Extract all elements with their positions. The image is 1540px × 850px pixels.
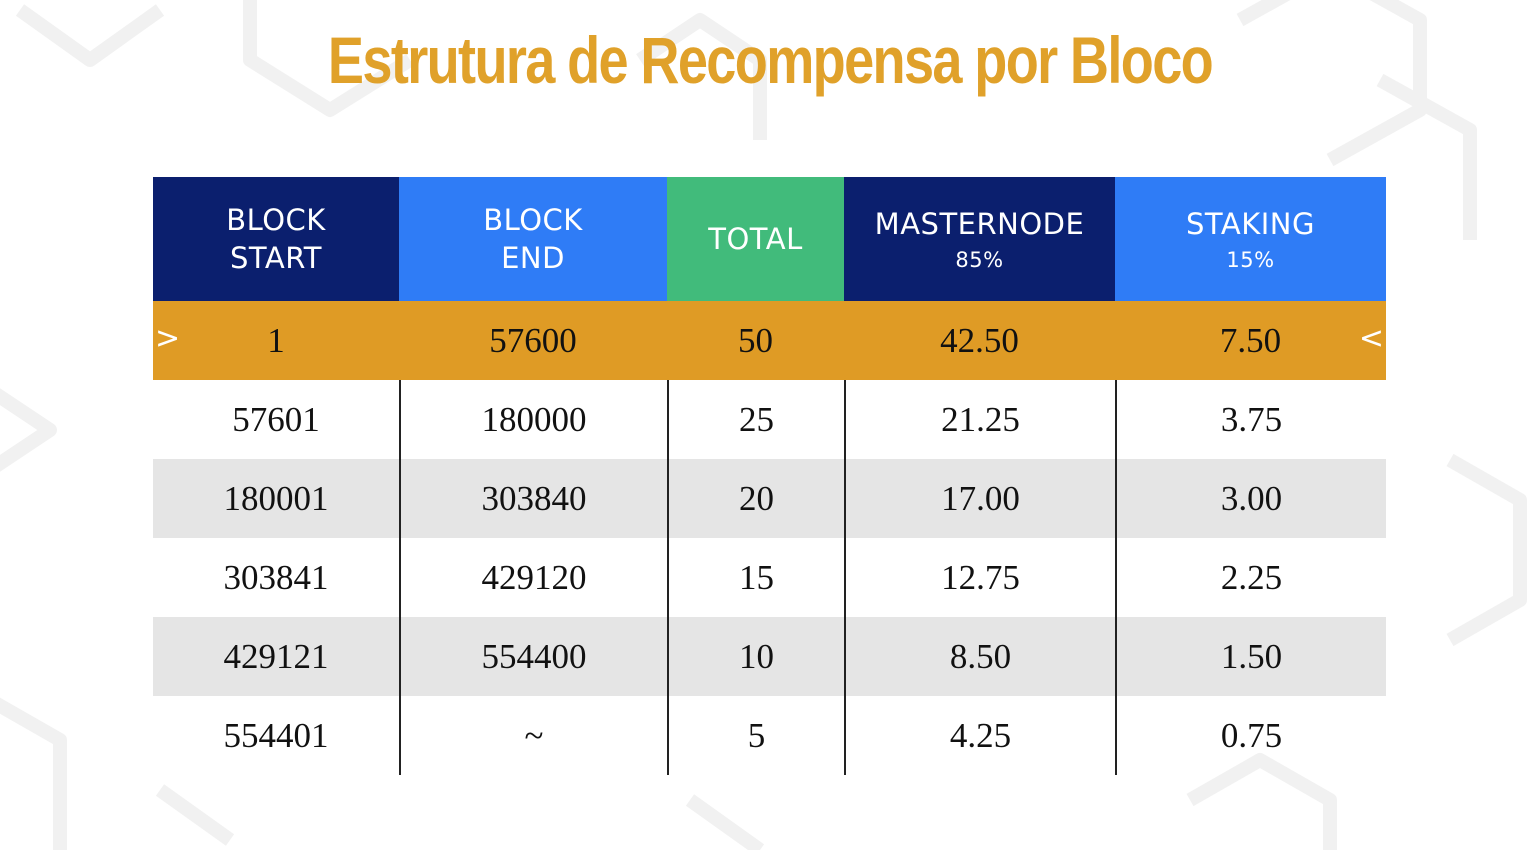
cell-total: 15 [667, 538, 844, 617]
cell-block-end: 180000 [399, 380, 667, 459]
cell-block-start: 429121 [223, 636, 329, 676]
header-percent: 15% [1226, 248, 1275, 272]
cell-masternode: 12.75 [844, 538, 1115, 617]
cell-total: 25 [667, 380, 844, 459]
header-percent: 85% [955, 248, 1004, 272]
cell-masternode: 17.00 [844, 459, 1115, 538]
header-staking: STAKING 15% [1115, 177, 1386, 301]
table-header: BLOCK START BLOCK END TOTAL MASTERNODE 8… [153, 177, 1386, 301]
table-row: 429121 554400 10 8.50 1.50 [153, 617, 1386, 696]
cell-block-end: 554400 [399, 617, 667, 696]
header-masternode: MASTERNODE 85% [844, 177, 1115, 301]
row-marker-right: < [1358, 321, 1384, 356]
cell-block-end: 429120 [399, 538, 667, 617]
header-block-end: BLOCK END [399, 177, 667, 301]
cell-total: 5 [667, 696, 844, 775]
table-row: 180001 303840 20 17.00 3.00 [153, 459, 1386, 538]
header-block-start: BLOCK START [153, 177, 399, 301]
table-row-highlight: > 1 57600 50 42.50 7.50 < [153, 301, 1386, 380]
header-label: STAKING [1186, 207, 1315, 241]
cell-block-end: 303840 [399, 459, 667, 538]
row-marker-left: > [155, 321, 181, 356]
cell-masternode: 4.25 [844, 696, 1115, 775]
header-label: TOTAL [708, 222, 803, 256]
cell-total: 10 [667, 617, 844, 696]
header-label: START [230, 241, 322, 275]
header-label: MASTERNODE [874, 207, 1085, 241]
cell-block-end: ~ [399, 696, 667, 775]
header-label: END [501, 241, 565, 275]
cell-block-start: 180001 [223, 478, 329, 518]
cell-block-start: 1 [267, 320, 285, 360]
cell-total: 20 [667, 459, 844, 538]
cell-block-start: 554401 [223, 715, 329, 755]
cell-block-end: 57600 [489, 320, 577, 360]
cell-block-start: 303841 [223, 557, 329, 597]
cell-staking: 2.25 [1115, 538, 1386, 617]
cell-block-start: 57601 [232, 399, 320, 439]
cell-staking: 7.50 [1219, 320, 1282, 360]
cell-total: 50 [738, 320, 773, 360]
table-row: 303841 429120 15 12.75 2.25 [153, 538, 1386, 617]
table-row: 57601 180000 25 21.25 3.75 [153, 380, 1386, 459]
cell-staking: 1.50 [1115, 617, 1386, 696]
cell-masternode: 8.50 [844, 617, 1115, 696]
page-title: Estrutura de Recompensa por Bloco [327, 23, 1214, 97]
reward-table: BLOCK START BLOCK END TOTAL MASTERNODE 8… [153, 177, 1386, 775]
table-row: 554401 ~ 5 4.25 0.75 [153, 696, 1386, 775]
cell-staking: 3.75 [1115, 380, 1386, 459]
cell-masternode: 42.50 [940, 320, 1019, 360]
header-label: BLOCK [483, 203, 583, 237]
cell-masternode: 21.25 [844, 380, 1115, 459]
header-total: TOTAL [667, 177, 844, 301]
cell-staking: 3.00 [1115, 459, 1386, 538]
cell-staking: 0.75 [1115, 696, 1386, 775]
header-label: BLOCK [226, 203, 326, 237]
